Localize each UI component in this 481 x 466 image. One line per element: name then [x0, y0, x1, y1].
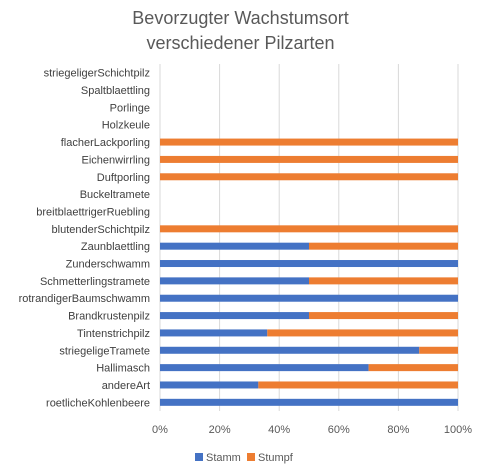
category-label: Holzkeule [102, 120, 150, 132]
bar-stumpf [419, 346, 458, 354]
bar-stumpf [160, 225, 458, 233]
category-label: rotrandigerBaumschwamm [19, 293, 150, 305]
bar-stumpf [309, 277, 458, 285]
bar-stamm [160, 381, 259, 389]
category-label: Buckeltramete [80, 189, 150, 201]
x-tick-label: 60% [328, 424, 350, 436]
legend-label-stamm: Stamm [206, 452, 241, 464]
chart-title-line: Bevorzugter Wachstumsort [132, 8, 349, 28]
category-label: striegeligeTramete [59, 345, 150, 357]
bar-stamm [160, 364, 369, 372]
category-label: Tintenstrichpilz [77, 328, 150, 340]
category-label: roetlicheKohlenbeere [46, 397, 150, 409]
bar-stumpf [160, 155, 458, 163]
category-label: andereArt [102, 380, 150, 392]
category-label: Schmetterlingstramete [40, 276, 150, 288]
bar-stumpf [160, 173, 458, 181]
legend-swatch-stamm [195, 453, 203, 461]
bar-stamm [160, 260, 458, 268]
bar-stumpf [309, 242, 458, 250]
chart-title: Bevorzugter Wachstumsort verschiedener Pi… [0, 6, 481, 56]
bar-stumpf [368, 364, 458, 372]
category-label: breitblaettrigerRuebling [36, 206, 150, 218]
bar-stumpf [160, 138, 458, 146]
category-label: Spaltblaettling [81, 85, 150, 97]
bar-stamm [160, 312, 309, 320]
x-tick-label: 0% [152, 424, 168, 436]
bar-stamm [160, 242, 309, 250]
bar-stamm [160, 329, 268, 337]
x-tick-label: 80% [387, 424, 409, 436]
bar-stamm [160, 346, 420, 354]
category-label: blutenderSchichtpilz [52, 224, 150, 236]
legend-swatch-stumpf [247, 453, 255, 461]
grid-layer [159, 64, 459, 411]
category-label: Eichenwirrling [82, 154, 150, 166]
x-tick-label: 20% [209, 424, 231, 436]
x-tick-label: 40% [268, 424, 290, 436]
category-label: flacherLackporling [61, 137, 150, 149]
category-label: Zaunblaettling [81, 241, 150, 253]
category-label: Zunderschwamm [66, 259, 150, 271]
chart-title-line: verschiedener Pilzarten [146, 33, 335, 53]
category-label: Porlinge [110, 102, 150, 114]
bar-stamm [160, 277, 309, 285]
bar-stamm [160, 294, 458, 302]
x-tick-label: 100% [444, 424, 472, 436]
bar-stumpf [258, 381, 458, 389]
bar-stumpf [267, 329, 458, 337]
category-label: Hallimasch [96, 363, 150, 375]
legend-label-stumpf: Stumpf [258, 452, 294, 464]
category-label: Duftporling [97, 172, 150, 184]
category-label: Brandkrustenpilz [68, 311, 150, 323]
bar-stamm [160, 398, 458, 406]
label-layer: 0% 20% 40% 60% 80% 100% striegeligerSchichtpil… [19, 68, 473, 436]
category-label: striegeligerSchichtpilz [44, 68, 150, 80]
bar-layer [160, 138, 458, 406]
bar-stumpf [309, 312, 458, 320]
legend: Stamm Stumpf [195, 452, 294, 464]
